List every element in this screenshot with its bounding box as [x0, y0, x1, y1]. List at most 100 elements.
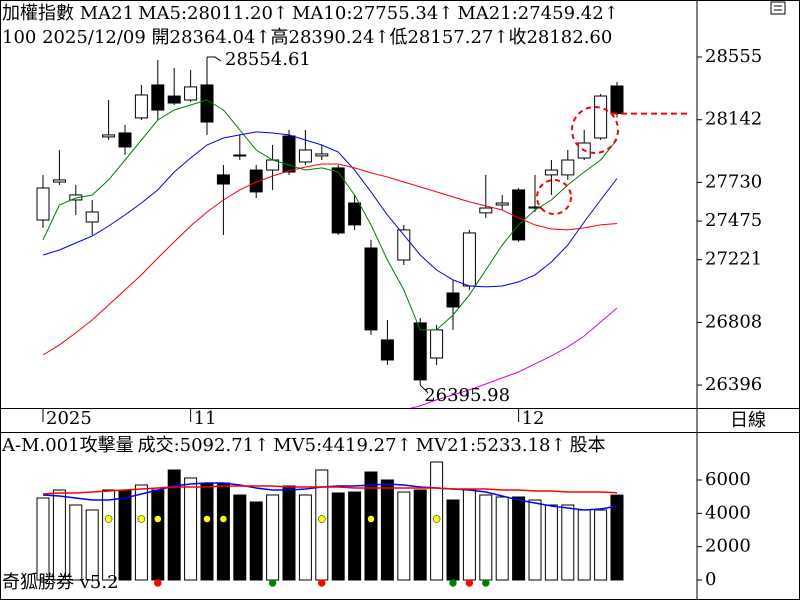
legend-entry: 成交:5092.71↑ [138, 435, 270, 456]
volume-bar [495, 496, 509, 581]
volume-bar [331, 492, 345, 581]
ma-line [409, 307, 618, 408]
volume-bar [69, 504, 83, 581]
volume-bar [282, 485, 296, 581]
candle-body [151, 84, 165, 111]
volume-bar [397, 491, 411, 581]
candle-body [610, 85, 624, 115]
volume-bar [380, 479, 394, 581]
volume-bar [364, 471, 378, 581]
candle-body [69, 194, 83, 201]
ma-line [42, 131, 618, 288]
volume-bar [348, 491, 362, 581]
y-tick-label: 0 [705, 569, 716, 590]
candle-body [348, 202, 362, 226]
volume-bar [298, 494, 312, 581]
y-tick-label: 27730 [705, 171, 762, 192]
volume-bar [102, 489, 116, 581]
window-icon[interactable] [770, 1, 786, 15]
volume-bar [167, 469, 181, 581]
volume-bar [200, 482, 214, 581]
candle-body [102, 134, 116, 138]
volume-bar [594, 509, 608, 581]
candle-body [36, 187, 50, 221]
ohlc-info: 100 2025/12/09 開28364.04↑高28390.24↑低2815… [2, 27, 612, 48]
volume-bar [446, 499, 460, 581]
texts: 日線 奇狐勝券 v5.2 加權指數 MA21 MA5:28011.20↑ MA10:… [1, 3, 766, 593]
candle-body [233, 154, 247, 157]
y-tick-label: 27221 [705, 249, 762, 270]
chart-title: A-M.001攻擊量 [1, 435, 134, 456]
candle-body [184, 86, 198, 101]
legend-entry: 股本 [570, 435, 606, 456]
candle-body [430, 329, 444, 359]
signal-dot [318, 579, 326, 587]
y-tick-label: 27475 [705, 210, 762, 231]
highlight-circle [571, 106, 619, 154]
candle-body [52, 179, 66, 183]
candle-body [462, 232, 476, 287]
candle-body [298, 149, 312, 163]
ma-line [42, 99, 618, 331]
volume-bar [52, 489, 66, 581]
volume-bar [512, 496, 526, 581]
candle-body [512, 189, 526, 241]
candle-body [446, 292, 460, 308]
y-tick-label: 28555 [705, 46, 762, 67]
signal-dot [318, 515, 326, 523]
leader-line [207, 56, 222, 62]
low-annotation: 26395.98 [424, 385, 510, 406]
candle-body [479, 207, 493, 214]
candle-body [331, 167, 345, 234]
y-tick-label: 2000 [705, 536, 751, 557]
candle-body [167, 95, 181, 104]
candle-body [364, 247, 378, 331]
x-tick-label: 2025 [46, 408, 92, 429]
signal-dot [154, 579, 162, 587]
volume-bar [266, 494, 280, 581]
signal-dot [154, 515, 162, 523]
signal-dot [367, 515, 375, 523]
candle-body [528, 206, 542, 209]
volume-bar [36, 497, 50, 581]
candle-body [495, 202, 509, 206]
legend-entry: MV5:4419.27↑ [273, 435, 411, 456]
x-tick-label: 11 [194, 408, 217, 429]
signal-dot [465, 579, 474, 587]
volume-bar [561, 504, 575, 581]
x-tick-label: 12 [522, 408, 545, 429]
volume-bar [610, 494, 624, 581]
volume-bar [184, 477, 198, 581]
legend-entry: MA10:27755.34↑ [292, 3, 453, 24]
leader-line [419, 384, 429, 394]
candle-body [134, 94, 148, 119]
period-label: 日線 [730, 410, 766, 431]
candle-body [249, 169, 263, 193]
y-tick-label: 28142 [705, 109, 762, 130]
volume-bar [216, 482, 230, 581]
candle-body [380, 339, 394, 361]
high-annotation: 28554.61 [225, 49, 311, 70]
signal-dot [137, 515, 146, 523]
volume-bar [528, 499, 542, 581]
volume-bar [544, 504, 558, 581]
candle-body [413, 322, 427, 381]
volume-bar [577, 509, 591, 581]
y-tick-label: 4000 [705, 502, 751, 523]
volume-bar [118, 489, 132, 581]
candle-body [118, 132, 132, 148]
y-tick-label: 6000 [705, 469, 751, 490]
price-plot [36, 57, 624, 408]
volume-bar [134, 484, 148, 581]
candle-body [544, 169, 558, 176]
chart-title: 加權指數 MA21 [2, 3, 134, 24]
y-tick-label: 26808 [705, 311, 762, 332]
signal-dot [268, 579, 277, 587]
highlight-circle [536, 179, 572, 215]
legend-entry: MA5:28011.20↑ [138, 3, 288, 24]
candle-body [216, 174, 230, 185]
legend-entry: MA21:27459.42↑ [457, 3, 618, 24]
legend-entry: MV21:5233.18↑ [416, 435, 566, 456]
